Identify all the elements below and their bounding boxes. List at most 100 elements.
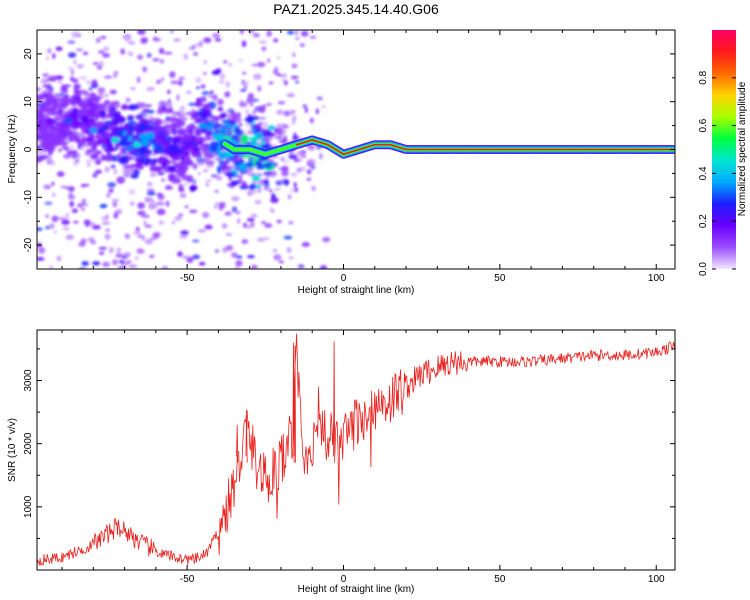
spectrogram-cell: [143, 220, 147, 225]
spectrogram-cell: [179, 235, 188, 239]
spectrogram-cell: [86, 109, 94, 114]
spectrogram-cell: [177, 251, 183, 257]
spectrogram-cell: [172, 136, 182, 141]
spectrogram-cell: [117, 115, 125, 122]
spectrogram-cell: [217, 106, 224, 112]
spectrogram-cell: [256, 61, 266, 68]
spectrogram-cell: [301, 165, 306, 172]
spectrogram-cell: [282, 137, 288, 142]
x-tick-label: 0: [341, 273, 347, 284]
spectrogram-cell: [72, 152, 80, 157]
spectrogram-cell: [239, 163, 248, 172]
spectrogram-cell: [97, 50, 105, 54]
spectrogram-cell: [155, 201, 165, 206]
spectrogram-cell: [104, 120, 111, 125]
spectrogram-cell: [137, 210, 146, 216]
spectrogram-cell: [45, 226, 50, 229]
spectrogram-cell: [178, 76, 186, 80]
spectrogram-cell: [83, 91, 89, 95]
spectrogram-cell: [205, 179, 212, 182]
spectrogram-cell: [171, 220, 175, 225]
x-tick-label: 100: [648, 574, 665, 585]
spectrogram-cell: [256, 186, 262, 194]
spectrogram-cell: [73, 121, 82, 127]
spectrogram-cell: [224, 171, 236, 177]
spectrogram-cell: [87, 112, 96, 118]
spectrogram-cell: [96, 65, 103, 70]
spectrogram-cell: [180, 230, 189, 236]
spectrogram-cell: [136, 248, 145, 254]
spectrogram-cell: [290, 75, 299, 80]
spectrogram-cell: [237, 218, 241, 224]
spectrogram-cell: [283, 235, 293, 240]
spectrogram-cell: [280, 157, 285, 161]
spectrogram-cell: [37, 113, 46, 121]
spectrogram-cell: [83, 97, 92, 102]
spectrogram-cell: [49, 109, 57, 116]
y-tick-label: -20: [23, 237, 34, 252]
spectrogram-cell: [218, 204, 224, 211]
spectrogram-cell: [92, 62, 99, 65]
spectrogram-cell: [227, 115, 233, 120]
spectrogram-cell: [247, 92, 254, 100]
spectrogram-cell: [108, 188, 114, 194]
snr-series-line: [37, 333, 675, 566]
spectrogram-cell: [178, 213, 184, 217]
spectrogram-cell: [158, 47, 165, 55]
spectrogram-cell: [161, 161, 167, 169]
spectrogram-cell: [58, 113, 67, 118]
spectrogram-cell: [182, 151, 191, 156]
spectrogram-cell: [234, 160, 243, 166]
spectrogram-cell: [179, 193, 187, 198]
spectrogram-cell: [93, 149, 102, 156]
spectrogram-cell: [121, 260, 129, 266]
spectrogram-cell: [197, 172, 201, 175]
spectrogram-cell: [220, 126, 227, 135]
spectrogram-cell: [37, 149, 43, 156]
spectrogram-cell: [184, 205, 189, 209]
spectrogram-cell: [266, 58, 271, 63]
spectrogram-cell: [263, 237, 270, 240]
spectrogram-cell: [83, 219, 91, 226]
spectrogram-cell: [120, 146, 125, 151]
spectrogram-cell: [195, 157, 205, 163]
spectrogram-cell: [51, 215, 59, 223]
spectrogram-cell: [80, 207, 86, 211]
spectrogram-cell: [125, 130, 134, 135]
spectrogram-cell: [157, 193, 165, 201]
spectrogram-cell: [96, 138, 108, 145]
spectrogram-cell: [251, 63, 258, 67]
y-tick-label: -10: [23, 190, 34, 205]
spectrogram-cell: [273, 128, 279, 133]
y-tick-label: 2000: [23, 432, 34, 455]
spectrogram-cell: [167, 89, 171, 95]
spectrogram-cell: [96, 37, 101, 43]
spectrogram-cell: [87, 237, 95, 243]
spectrogram-cell: [178, 175, 187, 178]
colorbar-tick-label: 0.0: [698, 262, 709, 276]
spectrogram-cell: [203, 37, 212, 44]
spectrogram-cell: [57, 141, 68, 146]
spectrogram-cell: [213, 133, 224, 141]
colorbar-tick-label: 0.4: [698, 166, 709, 180]
spectrogram-cell: [191, 44, 196, 49]
spectrogram-cell: [69, 76, 75, 82]
spectrogram-cell: [192, 163, 198, 170]
spectrogram-cell: [289, 109, 296, 115]
spectrogram-cell: [128, 104, 140, 111]
spectrogram-cell: [70, 99, 77, 106]
spectrogram-cell: [104, 154, 114, 161]
spectrogram-cell: [120, 104, 129, 111]
spectrogram-cell: [49, 265, 54, 269]
spectrogram-cell: [37, 107, 42, 116]
spectrogram-cell: [297, 264, 305, 269]
snr-plot-area: [37, 330, 675, 570]
spectrogram-cell: [134, 256, 139, 260]
spectrogram-cell: [185, 111, 195, 116]
spectrogram-cell: [273, 38, 279, 43]
spectrogram-cell: [248, 136, 254, 141]
spectrogram-cell: [165, 200, 170, 208]
spectrogram-cell: [178, 120, 186, 127]
spectrogram-cell: [119, 149, 125, 155]
spectrogram-cell: [198, 40, 203, 47]
